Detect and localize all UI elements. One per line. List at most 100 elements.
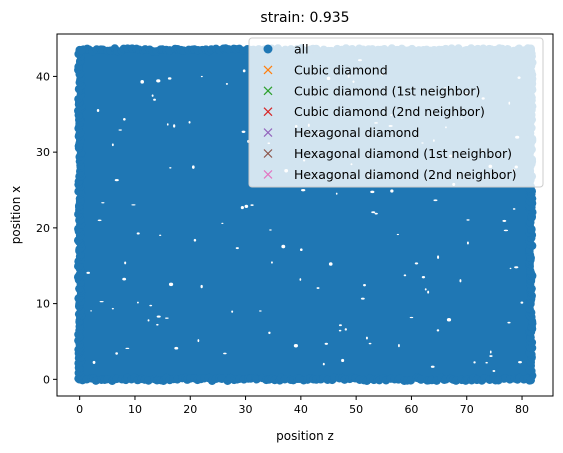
point-gap <box>173 124 176 128</box>
point-gap <box>328 262 333 266</box>
point-gap <box>164 317 169 319</box>
point-gap <box>258 310 262 312</box>
chart-title: strain: 0.935 <box>260 10 349 26</box>
point-gap <box>167 77 172 80</box>
point-gap <box>149 304 153 307</box>
point-gap <box>125 347 130 349</box>
point-gap <box>437 255 440 259</box>
legend-marker-x <box>263 86 273 96</box>
point-gap <box>97 219 102 222</box>
legend-label: Hexagonal diamond <box>294 125 419 140</box>
point-gap <box>485 361 488 364</box>
x-tick-label: 70 <box>460 403 474 416</box>
point-gap <box>191 165 195 169</box>
point-gap <box>188 120 191 124</box>
x-tick-label: 10 <box>128 403 142 416</box>
point-gap <box>363 283 366 287</box>
point-gap <box>414 262 419 265</box>
point-gap <box>197 339 200 343</box>
point-gap <box>502 219 507 222</box>
legend-label: Cubic diamond (2nd neighbor) <box>294 104 485 119</box>
point-gap <box>99 301 104 303</box>
point-gap <box>370 190 375 194</box>
point-gap <box>446 318 452 322</box>
point-gap <box>270 261 273 264</box>
point-gap <box>159 234 162 237</box>
legend-label: Cubic diamond <box>294 62 388 77</box>
point-gap <box>507 321 511 324</box>
point-gap <box>200 284 203 289</box>
point-gap <box>520 301 524 304</box>
point-gap <box>436 329 440 332</box>
point-gap <box>390 189 394 193</box>
y-axis-label: position x <box>9 186 23 244</box>
y-tick-label: 30 <box>36 146 50 159</box>
point-gap <box>90 310 92 312</box>
point-gap <box>200 75 203 78</box>
point-gap <box>514 266 519 269</box>
point-gap <box>518 360 522 364</box>
x-tick-label: 50 <box>349 403 363 416</box>
point-gap <box>299 278 302 281</box>
y-tick-label: 40 <box>36 70 50 83</box>
point-gap <box>242 69 246 73</box>
point-gap <box>123 117 126 121</box>
legend-marker-x <box>263 149 273 158</box>
point-gap <box>223 352 227 355</box>
x-axis: 0 10 20 30 40 50 60 70 80 <box>76 396 529 416</box>
point-gap <box>335 192 338 195</box>
point-gap <box>396 233 400 236</box>
point-gap <box>244 204 249 208</box>
point-gap <box>459 279 462 283</box>
y-tick-label: 10 <box>36 298 50 311</box>
point-gap <box>473 361 476 364</box>
legend-label: Hexagonal diamond (1st neighbor) <box>294 146 512 161</box>
point-gap <box>374 212 378 215</box>
point-gap <box>301 188 306 192</box>
legend-marker-x <box>263 107 273 117</box>
point-gap <box>118 129 122 131</box>
point-gap <box>96 109 100 113</box>
point-gap <box>240 206 244 210</box>
point-gap <box>503 229 509 232</box>
point-gap <box>293 344 298 348</box>
point-gap <box>281 244 286 249</box>
point-gap <box>489 350 492 354</box>
point-gap <box>101 202 105 204</box>
point-gap <box>124 261 127 265</box>
point-gap <box>241 130 246 133</box>
point-gap <box>424 288 427 291</box>
point-gap <box>122 277 127 281</box>
point-gap <box>324 342 329 345</box>
x-tick-label: 30 <box>239 403 253 416</box>
point-gap <box>153 98 156 101</box>
point-gap <box>341 358 345 363</box>
point-gap <box>421 275 426 279</box>
legend-marker-x <box>263 65 273 75</box>
y-tick-label: 0 <box>43 373 50 386</box>
point-gap <box>156 79 161 83</box>
x-tick-label: 60 <box>404 403 418 416</box>
point-gap <box>433 199 438 202</box>
legend-label: Cubic diamond (1st neighbor) <box>294 83 480 98</box>
point-gap <box>166 123 169 126</box>
point-gap <box>398 343 400 348</box>
legend-marker-x <box>263 169 273 179</box>
point-gap <box>136 232 140 235</box>
point-gap <box>403 274 407 277</box>
point-gap <box>344 328 347 331</box>
point-gap <box>136 301 139 304</box>
point-gap <box>156 315 161 318</box>
point-gap <box>114 178 119 182</box>
legend-box <box>248 37 544 188</box>
point-gap <box>512 208 516 210</box>
point-gap <box>409 316 414 319</box>
point-gap <box>492 370 496 372</box>
point-gap <box>250 204 254 206</box>
point-gap <box>156 323 159 326</box>
point-gap <box>509 267 512 270</box>
point-gap <box>489 355 493 357</box>
plot-frame <box>56 33 554 397</box>
point-gap <box>174 346 179 350</box>
point-gap <box>111 143 114 147</box>
